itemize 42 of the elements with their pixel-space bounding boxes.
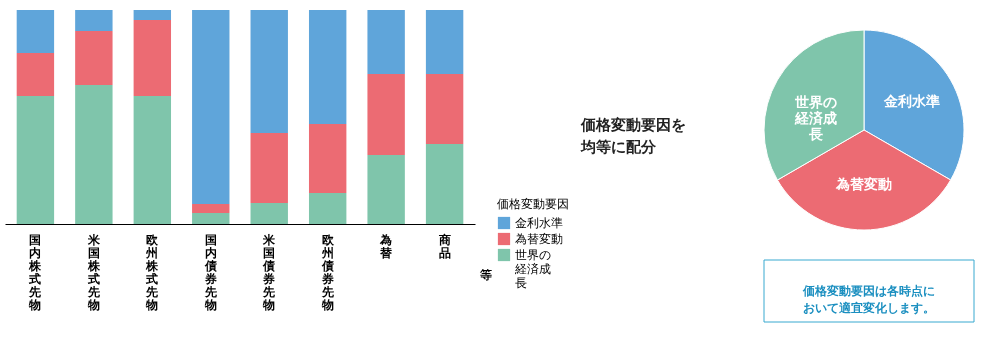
bar bbox=[192, 10, 230, 205]
bar bbox=[367, 73, 405, 156]
bar bbox=[16, 10, 55, 54]
bar bbox=[75, 84, 113, 224]
bar bbox=[308, 124, 347, 193]
bar bbox=[133, 20, 172, 97]
bar bbox=[75, 30, 113, 85]
text: 価格変動要因は各時点において適宜変化します。 bbox=[802, 284, 935, 315]
bar bbox=[16, 96, 55, 224]
x-tick-label: 欧州債券先物 bbox=[320, 232, 335, 312]
x-tick-label: 米国株式先物 bbox=[86, 232, 101, 312]
bar bbox=[250, 10, 288, 134]
text: 等 bbox=[479, 268, 492, 282]
bar bbox=[250, 203, 288, 224]
bar bbox=[133, 10, 172, 21]
bar bbox=[367, 155, 405, 224]
bar bbox=[308, 10, 347, 125]
x-tick-label: 米国債券先物 bbox=[262, 232, 277, 312]
bar bbox=[192, 213, 230, 224]
slice-label: 世界の経済成長 bbox=[794, 93, 838, 142]
bar bbox=[308, 192, 347, 224]
x-tick-label: 欧州株式先物 bbox=[145, 232, 160, 312]
legend-label: 為替変動 bbox=[515, 232, 563, 246]
bar bbox=[425, 73, 464, 144]
slice-label: 為替変動 bbox=[835, 176, 893, 192]
bar bbox=[75, 10, 113, 31]
bar bbox=[250, 133, 288, 204]
bar bbox=[367, 10, 405, 74]
slice-label: 金利水準 bbox=[882, 93, 940, 110]
x-tick-label: 商品 bbox=[437, 232, 451, 260]
bar bbox=[133, 96, 172, 224]
bar bbox=[425, 10, 464, 74]
legend-label: 金利水準 bbox=[515, 216, 563, 230]
legend-title: 価格変動要因 bbox=[497, 197, 569, 211]
legend-label: 世界の経済成長 bbox=[514, 248, 551, 290]
x-tick-label: 国内株式先物 bbox=[28, 232, 43, 312]
bar bbox=[192, 204, 230, 214]
bar bbox=[16, 53, 55, 97]
bar bbox=[425, 143, 464, 224]
text: 価格変動要因を均等に配分 bbox=[580, 116, 686, 156]
x-tick-label: 為替 bbox=[379, 232, 394, 260]
x-tick-label: 国内債券先物 bbox=[203, 232, 218, 312]
